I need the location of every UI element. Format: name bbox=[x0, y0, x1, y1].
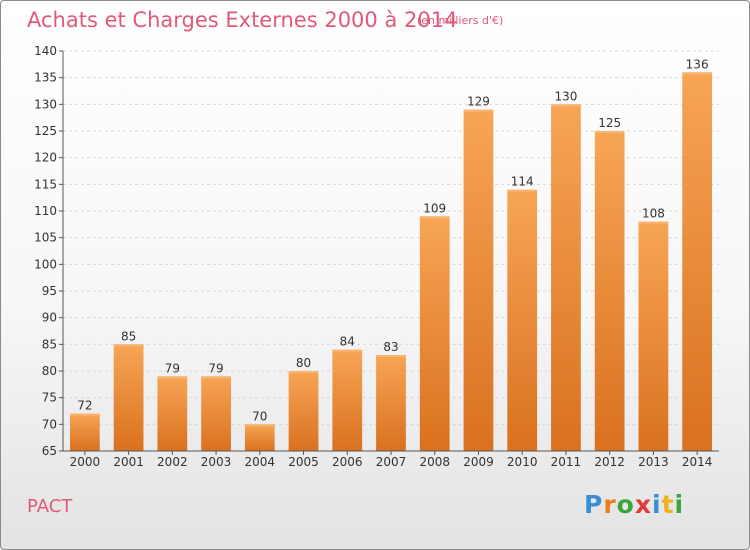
chart-subtitle: (en milliers d'€) bbox=[417, 14, 504, 27]
bar bbox=[157, 376, 188, 451]
bar-top-highlight bbox=[332, 349, 363, 352]
y-tick-label: 65 bbox=[42, 444, 57, 458]
y-tick-label: 130 bbox=[34, 97, 57, 111]
chart-title: Achats et Charges Externes 2000 à 2014 bbox=[27, 8, 458, 32]
logo-letter: i bbox=[674, 490, 685, 519]
x-tick-label: 2000 bbox=[70, 455, 101, 469]
bar bbox=[376, 355, 406, 451]
y-tick-label: 100 bbox=[34, 257, 57, 271]
data-label: 79 bbox=[208, 361, 223, 375]
data-label: 109 bbox=[423, 201, 446, 215]
bar bbox=[682, 72, 713, 451]
y-tick-label: 115 bbox=[34, 177, 57, 191]
data-label: 84 bbox=[340, 335, 355, 349]
y-tick-label: 105 bbox=[34, 231, 57, 245]
y-tick-label: 95 bbox=[42, 284, 57, 298]
bar-top-highlight bbox=[376, 355, 406, 357]
proxiti-logo: Proxiti bbox=[584, 490, 684, 519]
x-tick-label: 2010 bbox=[507, 455, 538, 469]
bar bbox=[463, 109, 494, 452]
data-label: 125 bbox=[598, 116, 621, 130]
data-label: 130 bbox=[554, 89, 577, 103]
bar-top-highlight bbox=[419, 216, 450, 219]
logo-letter: o bbox=[616, 490, 635, 519]
x-tick-label: 2005 bbox=[288, 455, 319, 469]
bar-top-highlight bbox=[463, 109, 494, 112]
bar-top-highlight bbox=[201, 376, 231, 379]
bar-top-highlight bbox=[507, 189, 538, 192]
y-tick-label: 70 bbox=[42, 417, 57, 431]
x-tick-label: 2001 bbox=[113, 455, 144, 469]
bar bbox=[419, 216, 450, 451]
bar-top-highlight bbox=[551, 104, 581, 107]
data-label: 108 bbox=[642, 207, 665, 221]
data-label: 85 bbox=[121, 329, 136, 343]
x-tick-label: 2012 bbox=[594, 455, 625, 469]
data-label: 70 bbox=[252, 409, 267, 423]
town-name: PACT bbox=[27, 496, 73, 517]
logo-letter: x bbox=[634, 490, 652, 519]
y-tick-label: 85 bbox=[42, 337, 57, 351]
x-tick-label: 2009 bbox=[463, 455, 494, 469]
bar-top-highlight bbox=[288, 371, 319, 373]
data-label: 136 bbox=[686, 57, 709, 71]
y-tick-label: 135 bbox=[34, 71, 57, 85]
bar bbox=[332, 349, 363, 451]
x-tick-label: 2014 bbox=[682, 455, 713, 469]
bar-top-highlight bbox=[244, 424, 275, 427]
bar bbox=[288, 371, 319, 451]
bars: 72 85 79 79 70 80 84 83 109 129 114 130 125 108 136 bbox=[69, 57, 713, 452]
data-label: 80 bbox=[296, 356, 311, 370]
bar bbox=[201, 376, 231, 451]
data-label: 72 bbox=[77, 399, 92, 413]
bar-top-highlight bbox=[594, 131, 625, 133]
x-tick-label: 2011 bbox=[551, 455, 582, 469]
x-tick-label: 2002 bbox=[157, 455, 188, 469]
bar bbox=[551, 104, 581, 451]
bar-top-highlight bbox=[69, 413, 100, 416]
data-label: 129 bbox=[467, 95, 490, 109]
y-tick-label: 80 bbox=[42, 364, 57, 378]
x-tick-label: 2003 bbox=[201, 455, 232, 469]
y-tick-label: 75 bbox=[42, 391, 57, 405]
x-tick-label: 2004 bbox=[245, 455, 276, 469]
data-label: 114 bbox=[511, 175, 534, 189]
bar bbox=[69, 413, 100, 451]
data-label: 83 bbox=[383, 340, 398, 354]
bar bbox=[507, 189, 538, 451]
bar bbox=[113, 344, 144, 451]
x-tick-label: 2007 bbox=[376, 455, 407, 469]
y-tick-label: 140 bbox=[34, 44, 57, 58]
y-tick-label: 90 bbox=[42, 311, 57, 325]
axes: 65 70 75 80 85 90 95 100 105 110 115 120 125 130 135 14… bbox=[34, 44, 719, 469]
data-label: 79 bbox=[165, 361, 180, 375]
bar-top-highlight bbox=[113, 344, 144, 347]
y-tick-label: 110 bbox=[34, 204, 57, 218]
x-tick-label: 2006 bbox=[332, 455, 363, 469]
x-tick-label: 2008 bbox=[419, 455, 450, 469]
bar-top-highlight bbox=[638, 221, 669, 224]
y-tick-label: 125 bbox=[34, 124, 57, 138]
bar bbox=[244, 424, 275, 451]
bar-top-highlight bbox=[682, 72, 713, 75]
logo-letter: t bbox=[661, 490, 675, 519]
logo-letter: i bbox=[652, 490, 662, 519]
bar bbox=[638, 221, 669, 451]
y-tick-label: 120 bbox=[34, 151, 57, 165]
bar bbox=[594, 131, 625, 451]
bar-top-highlight bbox=[157, 376, 188, 379]
logo-letter: r bbox=[603, 490, 617, 519]
logo-letter: P bbox=[584, 490, 604, 519]
x-tick-label: 2013 bbox=[638, 455, 669, 469]
